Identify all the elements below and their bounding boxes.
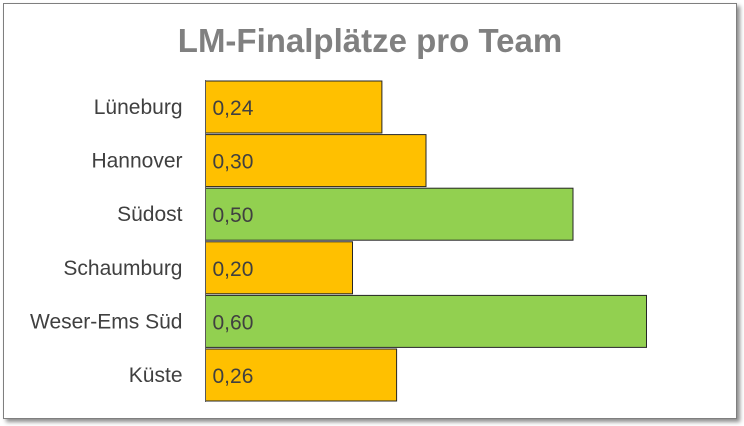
- category-label-5: Küste: [129, 364, 183, 387]
- data-label-5: 0,26: [213, 365, 254, 388]
- bar-3: [205, 241, 353, 295]
- chart-title: LM-Finalplätze pro Team: [178, 22, 562, 59]
- bar-2: [205, 187, 574, 241]
- bar-4: [205, 294, 647, 348]
- category-label-1: Hannover: [91, 150, 182, 173]
- bars-layer: Lüneburg 0,24 Hannover 0,30 Südost 0,50 Schaum…: [30, 80, 647, 402]
- bar-1: [205, 134, 427, 188]
- data-label-1: 0,30: [213, 151, 254, 174]
- category-label-2: Südost: [117, 203, 183, 226]
- data-label-0: 0,24: [213, 97, 254, 120]
- data-label-2: 0,50: [213, 204, 254, 227]
- bar-0: [205, 80, 383, 134]
- category-label-0: Lüneburg: [94, 96, 183, 119]
- data-label-3: 0,20: [213, 258, 254, 281]
- bar-5: [205, 348, 398, 402]
- category-label-4: Weser-Ems Süd: [30, 310, 183, 333]
- category-label-3: Schaumburg: [63, 257, 182, 280]
- data-label-4: 0,60: [213, 311, 254, 334]
